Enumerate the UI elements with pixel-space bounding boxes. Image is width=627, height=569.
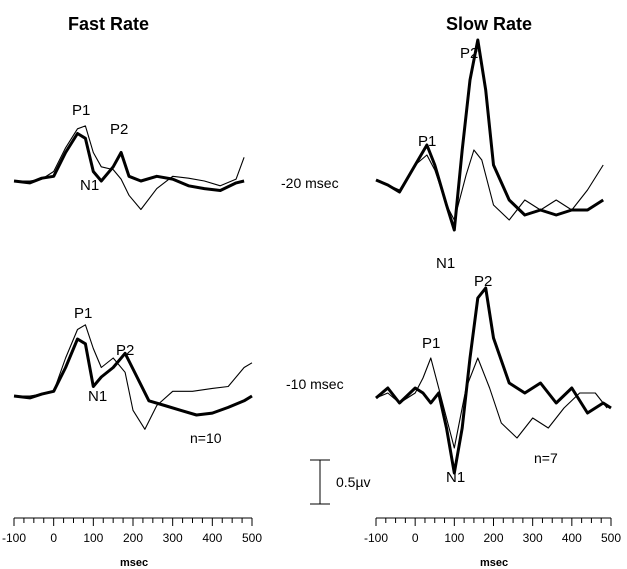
x-tick-label: 300 — [163, 531, 183, 545]
panel-fast-20 — [13, 125, 245, 211]
row-label-10msec: -10 msec — [286, 376, 344, 392]
x-tick-label: 500 — [601, 531, 621, 545]
slow-rate-title: Slow Rate — [446, 14, 532, 34]
trace-thin-0 — [14, 125, 245, 211]
x-tick-label: 400 — [202, 531, 222, 545]
peak-p2-fast-10: P2 — [116, 342, 134, 359]
x-unit-fast: msec — [120, 557, 148, 569]
x-tick-label: 400 — [562, 531, 582, 545]
trace-thin-3 — [375, 357, 608, 449]
panel-slow-10 — [375, 286, 612, 475]
trace-thick-1 — [13, 337, 253, 417]
fast-rate-title: Fast Rate — [68, 14, 149, 34]
peak-n1-fast-20: N1 — [80, 177, 99, 194]
x-tick-label: 100 — [83, 531, 103, 545]
scale-bar: 0.5µv — [310, 459, 371, 505]
x-unit-slow: msec — [480, 557, 508, 569]
x-tick-label: 0 — [412, 531, 419, 545]
x-tick-label: 0 — [50, 531, 57, 545]
scale-bar-label: 0.5µv — [336, 474, 371, 490]
n-slow-label: n=7 — [534, 450, 558, 466]
x-tick-label: 500 — [242, 531, 262, 545]
peak-n1-slow-10: N1 — [446, 469, 465, 486]
x-tick-label: -100 — [364, 531, 388, 545]
x-tick-label: 200 — [483, 531, 503, 545]
peak-p1-slow-20: P1 — [418, 133, 436, 150]
x-tick-label: 200 — [123, 531, 143, 545]
x-axis-slow: -100 0 100 200 300 400 500 — [364, 517, 621, 545]
peak-p2-fast-20: P2 — [110, 121, 128, 138]
trace-thick-3 — [375, 286, 612, 475]
peak-p1-fast-10: P1 — [74, 305, 92, 322]
peak-p1-fast-20: P1 — [72, 102, 90, 119]
peak-p2-slow-10: P2 — [474, 273, 492, 290]
x-axis-fast: -100 0 100 200 300 400 500 — [2, 517, 262, 545]
peak-p2-slow-20: P2 — [460, 45, 478, 62]
trace-thin-1 — [14, 324, 253, 430]
panel-slow-20 — [375, 38, 605, 232]
peak-n1-fast-10: N1 — [88, 388, 107, 405]
peak-p1-slow-10: P1 — [422, 335, 440, 352]
peak-n1-slow-20: N1 — [436, 255, 455, 272]
row-label-20msec: -20 msec — [281, 175, 339, 191]
n-fast-label: n=10 — [190, 430, 222, 446]
panel-fast-10 — [13, 324, 253, 430]
x-tick-label: 300 — [523, 531, 543, 545]
trace-thick-2 — [375, 38, 605, 232]
x-tick-label: -100 — [2, 531, 26, 545]
trace-thick-0 — [13, 132, 245, 192]
x-tick-label: 100 — [444, 531, 464, 545]
